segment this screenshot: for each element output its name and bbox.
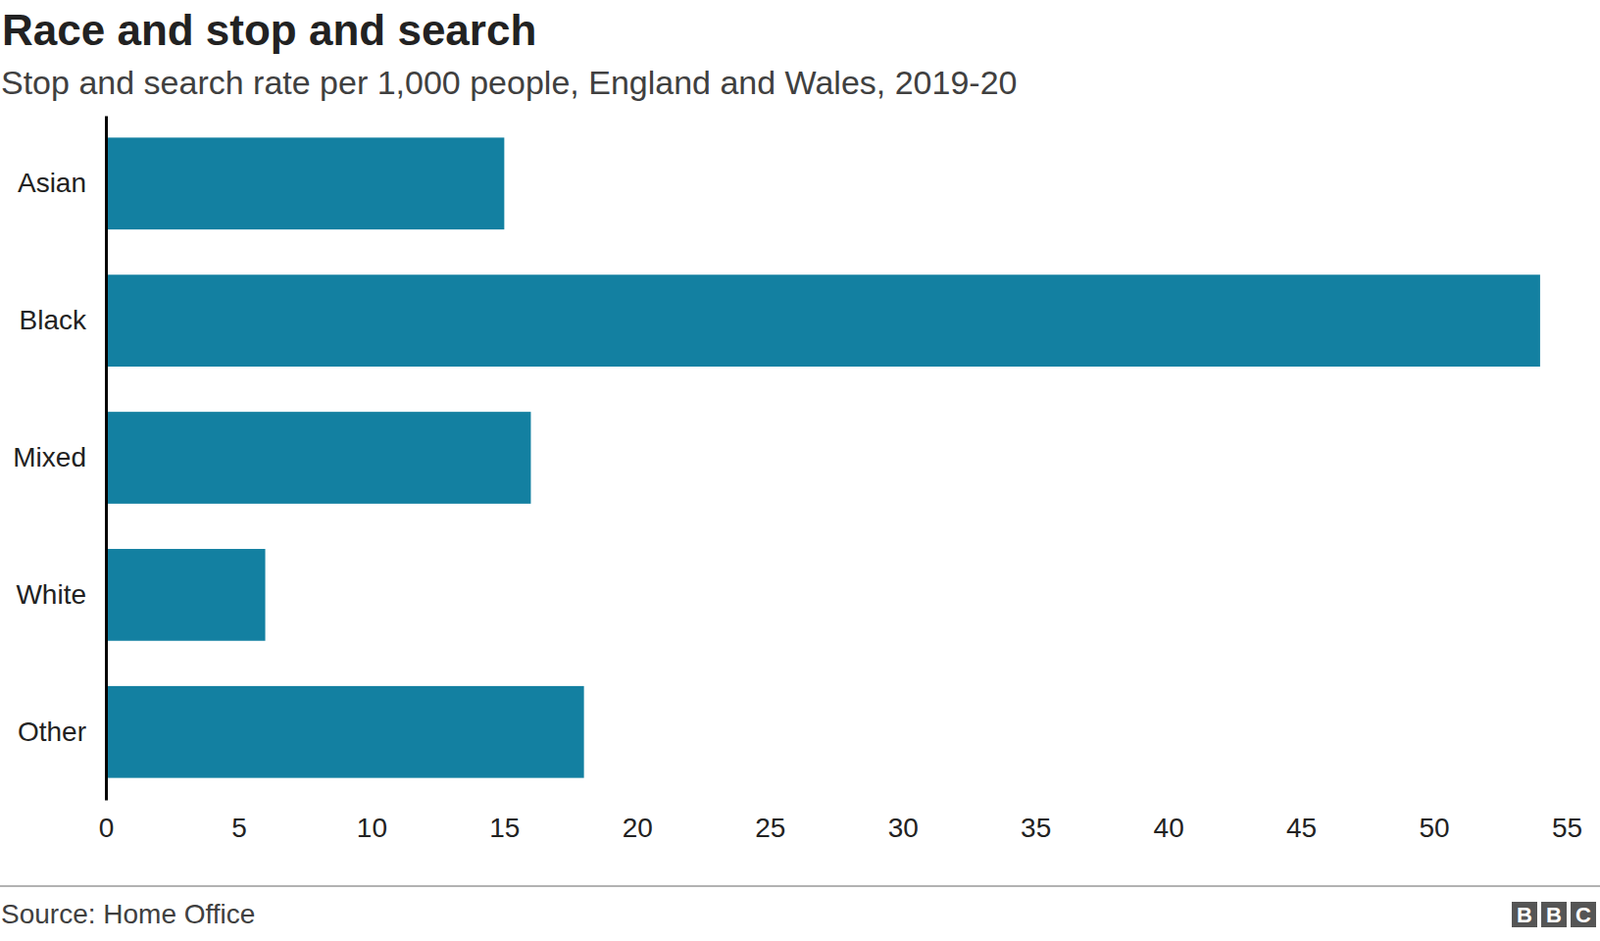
y-axis-line (104, 116, 108, 801)
y-tick-label: Mixed (12, 442, 87, 473)
x-tick: 55 (1551, 803, 1583, 844)
logo-letter: B (1546, 902, 1562, 928)
x-tick-label: 45 (1286, 812, 1317, 844)
x-tick: 25 (754, 803, 786, 844)
x-tick: 5 (231, 803, 248, 844)
source: Source: Home Office (0, 899, 255, 930)
logo-text: BBC (1516, 902, 1592, 928)
y-tick-label: White (15, 579, 87, 610)
y-tick-label: Other (17, 716, 87, 748)
x-tick: 40 (1153, 803, 1185, 844)
chart: Race and stop and search Stop and search … (0, 0, 1600, 941)
x-tick: 20 (622, 803, 653, 844)
y-tick-label: Black (19, 304, 88, 336)
bar (105, 686, 585, 779)
x-tick: 35 (1020, 803, 1051, 844)
y-tick: Other (17, 716, 106, 748)
x-tick-label: 5 (231, 812, 248, 844)
y-tick: Asian (17, 167, 106, 199)
x-tick: 45 (1286, 803, 1317, 844)
y-tick: Black (19, 304, 106, 336)
title: Race and stop and search (1, 5, 537, 54)
bar (105, 137, 504, 230)
footer-rule (0, 885, 1600, 888)
x-tick-label: 15 (489, 812, 520, 844)
x-axis-line (106, 803, 1568, 805)
x-tick-label: 55 (1551, 812, 1583, 844)
logo-letter: C (1575, 902, 1592, 928)
x-tick: 30 (888, 803, 919, 844)
logo-box (1541, 901, 1567, 928)
x-tick: 0 (99, 803, 115, 844)
logo: BBC (1511, 901, 1597, 928)
x-axis: 0 5 10 15 20 25 30 35 40 45 50 55 (99, 803, 1583, 844)
bar (105, 274, 1541, 367)
bars (105, 137, 1541, 778)
y-tick: White (15, 579, 106, 610)
x-tick-label: 25 (754, 812, 786, 844)
y-tick-label: Asian (17, 167, 87, 199)
logo-box (1570, 901, 1597, 928)
x-tick-label: 30 (888, 812, 919, 844)
logo-box (1511, 901, 1538, 928)
x-tick-label: 20 (622, 812, 653, 844)
bar (105, 411, 531, 504)
x-tick: 15 (489, 803, 520, 844)
x-tick-label: 35 (1020, 812, 1051, 844)
x-tick-label: 50 (1418, 812, 1450, 844)
y-tick: Mixed (12, 442, 106, 473)
bar (105, 549, 266, 642)
x-tick-label: 10 (356, 812, 388, 844)
x-tick-label: 0 (99, 812, 115, 844)
x-tick: 10 (356, 803, 388, 844)
subtitle: Stop and search rate per 1,000 people, E… (0, 63, 1017, 101)
logo-letter: B (1516, 902, 1533, 928)
x-tick-label: 40 (1153, 812, 1185, 844)
y-axis: Asian Black Mixed White Other (12, 116, 106, 801)
x-tick: 50 (1418, 803, 1450, 844)
